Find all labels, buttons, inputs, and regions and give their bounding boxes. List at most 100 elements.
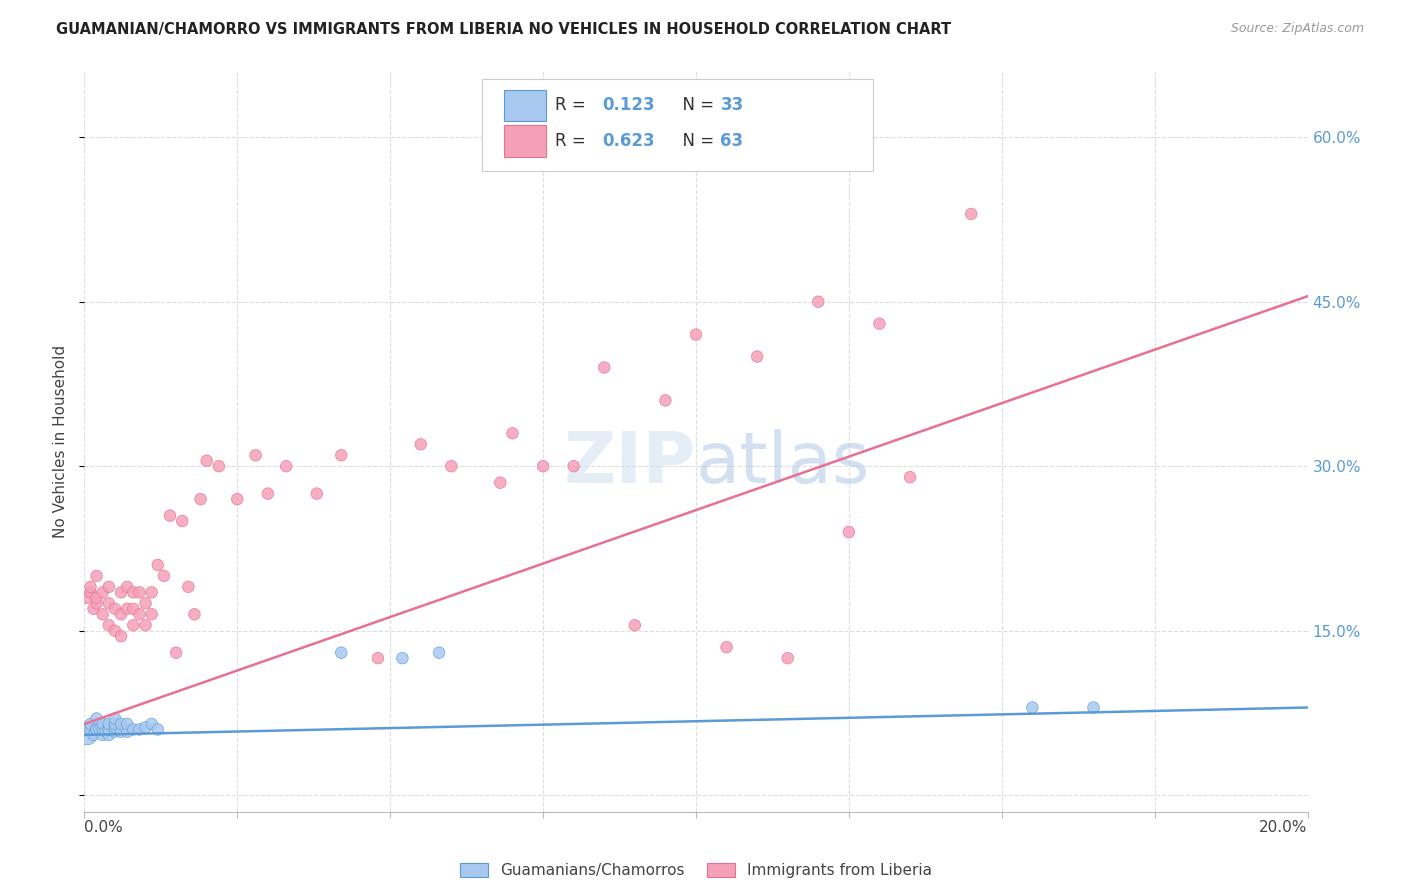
Point bbox=[1083, 700, 1105, 714]
Text: N =: N = bbox=[672, 96, 718, 114]
Text: N =: N = bbox=[672, 132, 718, 150]
Text: atlas: atlas bbox=[696, 429, 870, 499]
Point bbox=[110, 607, 132, 622]
Text: 0.0%: 0.0% bbox=[84, 821, 124, 836]
Text: 33: 33 bbox=[720, 96, 744, 114]
Point bbox=[807, 294, 830, 309]
Point bbox=[91, 728, 114, 742]
Point bbox=[79, 580, 101, 594]
Point bbox=[128, 585, 150, 599]
Point bbox=[110, 585, 132, 599]
Point bbox=[165, 646, 187, 660]
Point bbox=[79, 717, 101, 731]
Point bbox=[86, 596, 108, 610]
Point bbox=[86, 723, 108, 737]
Point bbox=[110, 724, 132, 739]
Point bbox=[122, 602, 145, 616]
Point bbox=[195, 454, 218, 468]
Point bbox=[122, 585, 145, 599]
Text: Source: ZipAtlas.com: Source: ZipAtlas.com bbox=[1230, 22, 1364, 36]
Point bbox=[257, 486, 280, 500]
Point bbox=[97, 728, 120, 742]
Point bbox=[79, 723, 101, 737]
Point bbox=[141, 607, 163, 622]
Point bbox=[97, 618, 120, 632]
Point bbox=[104, 720, 127, 734]
Point bbox=[115, 602, 138, 616]
Point bbox=[110, 717, 132, 731]
Point bbox=[593, 360, 616, 375]
Point bbox=[135, 596, 157, 610]
Point bbox=[122, 723, 145, 737]
Point bbox=[97, 717, 120, 731]
Point bbox=[531, 459, 554, 474]
Point bbox=[104, 724, 127, 739]
Point bbox=[153, 569, 176, 583]
Point bbox=[76, 591, 98, 605]
Text: 20.0%: 20.0% bbox=[1260, 821, 1308, 836]
FancyBboxPatch shape bbox=[503, 126, 546, 156]
Point bbox=[367, 651, 389, 665]
Point bbox=[502, 426, 524, 441]
Point bbox=[838, 524, 860, 539]
Y-axis label: No Vehicles in Household: No Vehicles in Household bbox=[53, 345, 69, 538]
Point bbox=[776, 651, 799, 665]
Point bbox=[391, 651, 413, 665]
Point bbox=[208, 459, 231, 474]
Point bbox=[330, 646, 353, 660]
Point bbox=[86, 711, 108, 725]
Legend: Guamanians/Chamorros, Immigrants from Liberia: Guamanians/Chamorros, Immigrants from Li… bbox=[460, 863, 932, 878]
Point bbox=[898, 470, 921, 484]
Point bbox=[330, 448, 353, 462]
Point bbox=[427, 646, 450, 660]
Text: R =: R = bbox=[555, 96, 592, 114]
Point bbox=[172, 514, 194, 528]
Point bbox=[159, 508, 181, 523]
Point bbox=[183, 607, 205, 622]
Point bbox=[97, 723, 120, 737]
Point bbox=[409, 437, 432, 451]
Point bbox=[654, 393, 676, 408]
Point bbox=[305, 486, 328, 500]
Point bbox=[89, 723, 111, 737]
Point bbox=[1021, 700, 1043, 714]
Point bbox=[440, 459, 463, 474]
Point bbox=[104, 602, 127, 616]
Point bbox=[128, 723, 150, 737]
Point bbox=[79, 585, 101, 599]
FancyBboxPatch shape bbox=[482, 78, 873, 171]
Text: 63: 63 bbox=[720, 132, 744, 150]
Point bbox=[86, 591, 108, 605]
Point bbox=[91, 585, 114, 599]
Point bbox=[91, 607, 114, 622]
Point bbox=[960, 207, 983, 221]
Text: 0.623: 0.623 bbox=[602, 132, 654, 150]
Point bbox=[110, 629, 132, 643]
Point bbox=[226, 492, 249, 507]
Text: ZIP: ZIP bbox=[564, 429, 696, 499]
Point bbox=[76, 728, 98, 742]
Point bbox=[83, 728, 105, 742]
Point bbox=[135, 618, 157, 632]
Point bbox=[91, 717, 114, 731]
Point bbox=[86, 723, 108, 737]
Point bbox=[135, 720, 157, 734]
Point bbox=[91, 723, 114, 737]
Point bbox=[146, 558, 169, 572]
Point bbox=[562, 459, 585, 474]
Point bbox=[685, 327, 707, 342]
Point bbox=[276, 459, 298, 474]
Point bbox=[245, 448, 267, 462]
Point bbox=[141, 585, 163, 599]
Point bbox=[177, 580, 200, 594]
FancyBboxPatch shape bbox=[503, 90, 546, 121]
Point bbox=[83, 602, 105, 616]
Point bbox=[716, 640, 738, 655]
Text: 0.123: 0.123 bbox=[602, 96, 654, 114]
Point bbox=[141, 717, 163, 731]
Point bbox=[97, 596, 120, 610]
Point bbox=[115, 717, 138, 731]
Point bbox=[104, 717, 127, 731]
Point bbox=[122, 618, 145, 632]
Point bbox=[128, 607, 150, 622]
